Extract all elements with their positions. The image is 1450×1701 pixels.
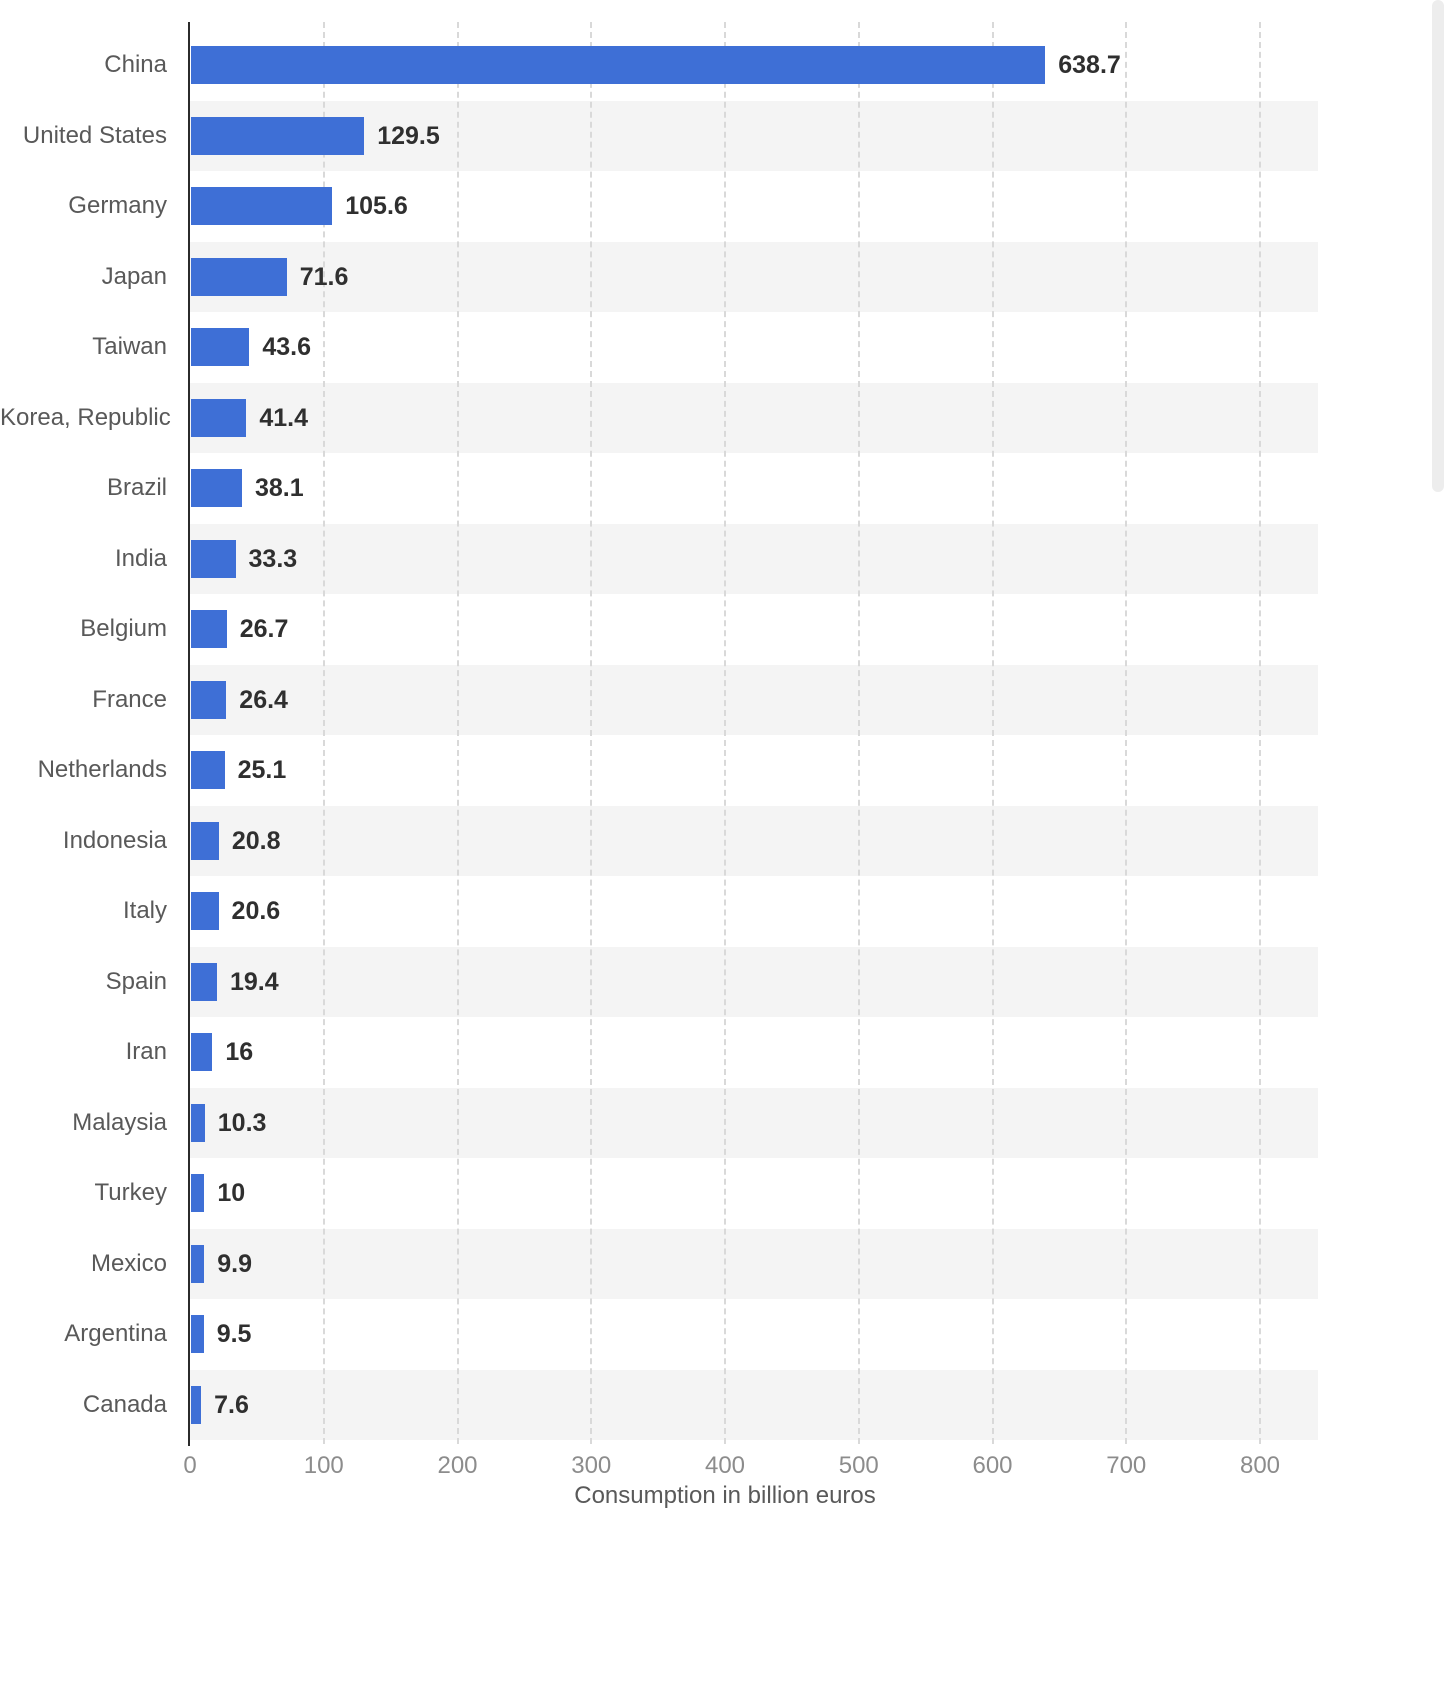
- category-label: Argentina: [64, 1320, 167, 1348]
- value-label: 9.9: [217, 1249, 252, 1278]
- y-axis-line: [188, 22, 190, 1446]
- category-label: Malaysia: [72, 1108, 167, 1136]
- gridline: [1259, 22, 1261, 1444]
- bar[interactable]: [191, 539, 236, 578]
- x-tick-label: 400: [704, 1452, 746, 1479]
- value-label: 19.4: [229, 967, 279, 996]
- row-stripe: [190, 382, 1318, 453]
- bar[interactable]: [191, 751, 225, 790]
- x-tick-label: 500: [838, 1452, 879, 1479]
- category-label: Netherlands: [37, 756, 167, 784]
- bar[interactable]: [191, 257, 287, 296]
- value-label: 26.4: [239, 685, 288, 714]
- value-label: 25.1: [237, 756, 287, 785]
- gridline: [1125, 22, 1128, 1444]
- bar[interactable]: [191, 962, 217, 1001]
- row-stripe: [190, 1228, 1318, 1299]
- value-label: 7.6: [214, 1390, 249, 1419]
- category-label: Iran: [125, 1038, 167, 1066]
- x-tick-label: 100: [303, 1452, 344, 1479]
- bar[interactable]: [191, 1315, 204, 1354]
- category-label: China: [104, 51, 167, 79]
- gridline: [724, 22, 726, 1444]
- bar[interactable]: [191, 821, 219, 860]
- value-label: 26.7: [239, 615, 289, 644]
- value-label: 20.6: [231, 897, 281, 926]
- bar[interactable]: [191, 187, 333, 226]
- x-tick-label: 800: [1239, 1452, 1281, 1479]
- bar[interactable]: [191, 328, 250, 367]
- category-label: France: [92, 685, 167, 713]
- category-label: Taiwan: [92, 333, 167, 361]
- bar[interactable]: [191, 610, 227, 649]
- value-label: 38.1: [254, 474, 304, 503]
- bar[interactable]: [191, 1174, 205, 1213]
- value-label: 105.6: [345, 192, 408, 221]
- bar[interactable]: [191, 1244, 205, 1283]
- x-tick-label: 300: [571, 1452, 612, 1479]
- x-tick-label: 600: [972, 1452, 1013, 1479]
- value-label: 10.3: [217, 1108, 267, 1137]
- category-label: Spain: [105, 967, 167, 995]
- bar[interactable]: [191, 1103, 205, 1142]
- category-label: United States: [22, 121, 167, 149]
- bar[interactable]: [191, 116, 365, 155]
- row-stripe: [190, 805, 1318, 876]
- value-label: 16: [225, 1038, 254, 1067]
- bar[interactable]: [191, 398, 247, 437]
- category-label: Indonesia: [62, 826, 167, 854]
- category-label: Germany: [68, 192, 167, 220]
- x-tick-label: 700: [1106, 1452, 1147, 1479]
- x-axis-title: Consumption in billion euros: [574, 1482, 876, 1509]
- gridline: [991, 22, 994, 1444]
- value-label: 41.4: [259, 403, 309, 432]
- value-label: 9.5: [216, 1320, 252, 1349]
- value-label: 20.8: [231, 826, 281, 855]
- x-tick-label: 0: [183, 1452, 197, 1479]
- value-label: 33.3: [248, 544, 298, 573]
- value-label: 129.5: [377, 121, 440, 150]
- row-stripe: [190, 241, 1318, 312]
- gridline: [590, 22, 593, 1444]
- bar[interactable]: [191, 680, 227, 719]
- category-label: India: [114, 544, 167, 572]
- row-stripe: [190, 523, 1318, 594]
- row-stripe: [190, 100, 1318, 171]
- gridline: [857, 22, 860, 1444]
- gridline: [456, 22, 459, 1444]
- category-label: Mexico: [90, 1249, 167, 1277]
- row-stripe: [190, 664, 1318, 735]
- row-stripe: [190, 946, 1318, 1017]
- category-label: Turkey: [94, 1179, 167, 1207]
- value-label: 10: [217, 1179, 246, 1208]
- value-label: 43.6: [262, 333, 311, 362]
- row-stripe: [190, 1087, 1318, 1158]
- bar[interactable]: [191, 46, 1046, 85]
- value-label: 71.6: [299, 262, 349, 291]
- category-label: Brazil: [106, 474, 167, 502]
- gridline: [322, 22, 325, 1444]
- bar[interactable]: [191, 469, 242, 508]
- category-label: Italy: [122, 897, 167, 925]
- category-label: Canada: [82, 1390, 167, 1418]
- category-label: Korea, Republic: [0, 403, 171, 431]
- bar[interactable]: [191, 1033, 213, 1072]
- x-tick-label: 200: [437, 1452, 478, 1479]
- scrollbar[interactable]: [1432, 0, 1444, 492]
- bar[interactable]: [191, 892, 219, 931]
- category-label: Japan: [101, 262, 167, 290]
- bar[interactable]: [191, 1385, 202, 1424]
- category-label: Belgium: [80, 615, 167, 643]
- row-stripe: [190, 1369, 1318, 1440]
- value-label: 638.7: [1058, 51, 1121, 80]
